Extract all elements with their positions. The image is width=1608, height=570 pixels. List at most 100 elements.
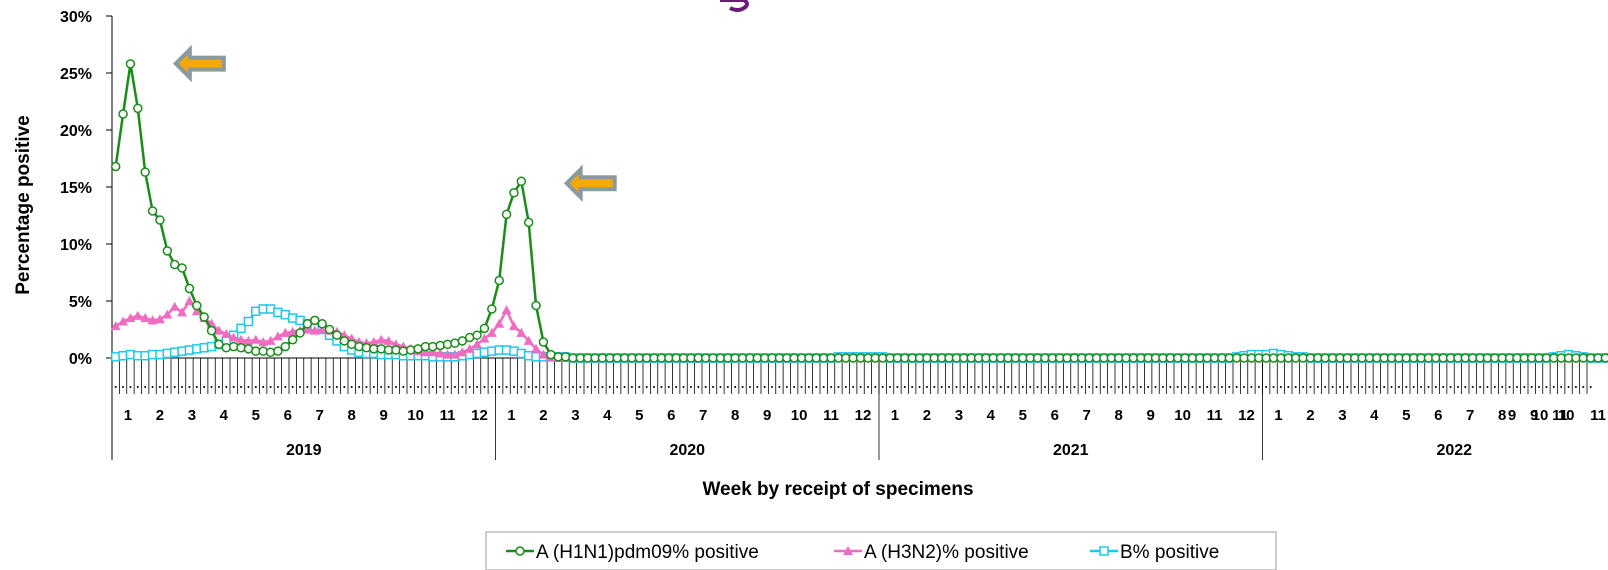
legend: A (H1N1)pdm09% positive A (H3N2)% positiv… — [485, 531, 1277, 570]
x-week-dot — [446, 386, 449, 388]
data-point — [155, 215, 165, 225]
data-point — [449, 349, 460, 359]
data-point — [295, 328, 305, 338]
x-week-dot — [925, 386, 928, 388]
x-axis-month-labels: 1 2 3 4 5 6 7 8 9 10 11 12 1 2 3 4 5 6 7 8 9 10 11 12 1 2 3 4 5 6 7 8 9 1… — [124, 358, 1606, 460]
x-week-dot — [1501, 386, 1504, 388]
x-week-dot — [424, 386, 427, 388]
x-week-dot — [1397, 386, 1400, 388]
x-week-dot — [1493, 386, 1496, 388]
x-week-dot — [365, 386, 368, 388]
x-month-label: 8 — [731, 407, 739, 424]
data-point — [317, 319, 327, 329]
x-week-dot — [299, 386, 302, 388]
x-week-dot — [203, 386, 206, 388]
data-point — [243, 316, 254, 327]
x-week-dot — [1375, 386, 1378, 388]
legend-label: A (H3N2)% positive — [864, 542, 1029, 563]
y-tick-label: 20% — [60, 123, 92, 140]
data-point — [1600, 353, 1608, 363]
x-week-dot — [660, 386, 663, 388]
y-axis-title: Percentage positive — [13, 115, 34, 295]
x-week-dot — [756, 386, 759, 388]
data-point — [538, 349, 549, 359]
data-point — [162, 309, 173, 319]
x-week-dot — [181, 386, 184, 388]
x-week-dot — [1176, 386, 1179, 388]
x-week-dot — [601, 386, 604, 388]
y-tick-label: 5% — [69, 294, 92, 311]
x-week-dot — [1383, 386, 1386, 388]
x-month-label: 11 — [440, 407, 456, 424]
x-week-dot — [1508, 386, 1511, 388]
x-week-dot — [151, 386, 154, 388]
x-week-dot — [1331, 386, 1334, 388]
x-week-dot — [1574, 386, 1577, 388]
x-month-label: 9 — [763, 407, 771, 424]
cropped-title-fragment — [720, 0, 749, 12]
x-week-dot — [1302, 386, 1305, 388]
x-month-label: 9 — [1508, 407, 1516, 424]
data-point — [494, 275, 504, 286]
y-tick-label: 30% — [60, 9, 92, 26]
x-week-dot — [1361, 386, 1364, 388]
x-week-dot — [667, 386, 670, 388]
x-week-dot — [630, 386, 633, 388]
data-point — [287, 335, 298, 345]
x-month-label: 5 — [635, 407, 643, 424]
data-point — [457, 336, 468, 346]
x-week-dot — [173, 386, 176, 388]
x-week-dot — [1110, 386, 1113, 388]
data-point — [487, 304, 497, 314]
data-point — [843, 546, 853, 555]
y-tick-label: 15% — [60, 180, 92, 197]
series-line — [114, 63, 1608, 360]
data-point — [177, 263, 187, 273]
data-point — [368, 337, 379, 347]
x-month-label: 11 — [1552, 407, 1568, 424]
y-tick-label: 25% — [60, 66, 92, 83]
x-week-dot — [1184, 386, 1187, 388]
x-week-dot — [144, 386, 147, 388]
x-week-dot — [505, 386, 508, 388]
x-week-dot — [1043, 386, 1046, 388]
x-week-dot — [1073, 386, 1076, 388]
x-week-dot — [520, 386, 523, 388]
x-week-dot — [1228, 386, 1231, 388]
data-point — [339, 336, 350, 346]
x-week-dot — [1102, 386, 1105, 388]
x-month-label: 12 — [855, 407, 872, 424]
x-month-label: 7 — [1466, 407, 1474, 424]
x-week-dot — [328, 386, 331, 388]
data-point — [538, 337, 549, 347]
data-point — [118, 316, 129, 326]
legend-box — [485, 531, 1277, 570]
x-week-dot — [1198, 386, 1201, 388]
x-week-dot — [1014, 386, 1017, 388]
x-week-dot — [1471, 386, 1474, 388]
data-point — [140, 167, 150, 177]
x-week-dot — [1456, 386, 1459, 388]
x-week-dot — [896, 386, 899, 388]
x-axis-title: Week by receipt of specimens — [702, 479, 973, 500]
x-week-dot — [903, 386, 906, 388]
data-point — [192, 300, 202, 311]
x-week-dot — [335, 386, 338, 388]
x-week-dot — [977, 386, 980, 388]
x-week-dot — [682, 386, 685, 388]
data-point — [531, 300, 541, 311]
x-axis-year-labels: 2019 2020 2021 2022 — [286, 442, 1472, 459]
x-month-label: 11 — [1590, 407, 1606, 424]
x-week-dot — [962, 386, 965, 388]
x-week-dot — [1058, 386, 1061, 388]
data-point — [272, 331, 283, 341]
x-week-dot — [800, 386, 803, 388]
data-point — [133, 103, 143, 114]
x-week-dot — [844, 386, 847, 388]
x-week-dot — [461, 386, 464, 388]
x-week-dot — [225, 386, 228, 388]
data-point — [273, 346, 283, 356]
data-point — [1099, 546, 1109, 556]
data-point — [420, 347, 431, 357]
x-week-dot — [1479, 386, 1482, 388]
